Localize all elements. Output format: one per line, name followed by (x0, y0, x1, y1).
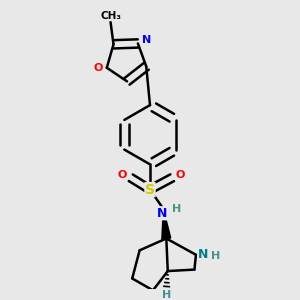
Text: H: H (211, 251, 220, 261)
Text: H: H (172, 204, 181, 214)
Text: N: N (142, 35, 152, 46)
Text: O: O (176, 170, 185, 180)
Text: N: N (157, 207, 167, 220)
Text: CH₃: CH₃ (100, 11, 121, 21)
Text: O: O (118, 170, 127, 180)
Text: O: O (93, 63, 103, 73)
Polygon shape (162, 209, 171, 239)
Text: H: H (162, 290, 171, 300)
Text: N: N (198, 248, 208, 261)
Text: S: S (145, 183, 155, 196)
